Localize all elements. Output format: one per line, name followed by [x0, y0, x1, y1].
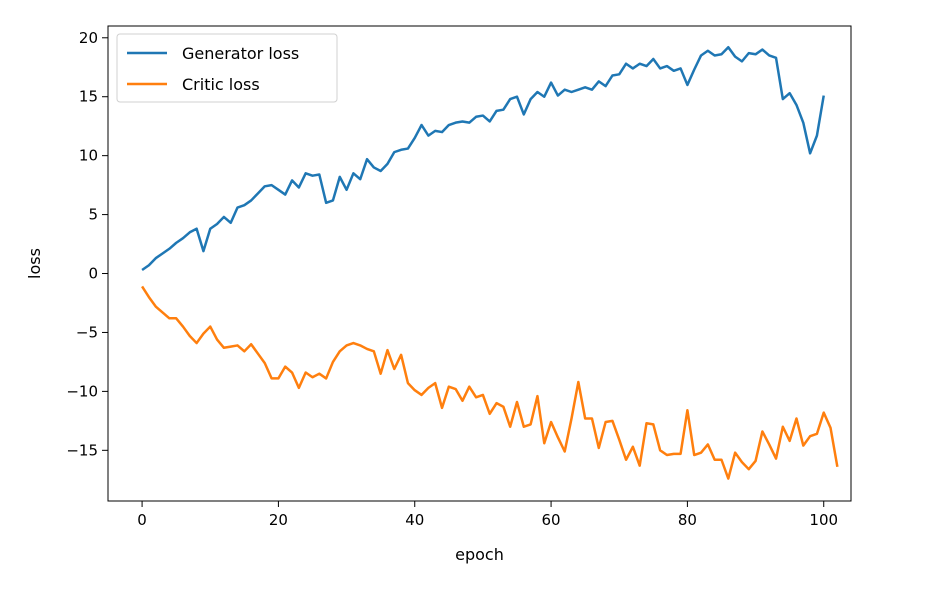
y-tick-label: −15: [66, 441, 98, 459]
y-tick-label: 20: [79, 29, 98, 47]
y-tick-label: 15: [79, 88, 98, 106]
x-tick-label: 60: [542, 511, 561, 529]
x-tick-label: 80: [678, 511, 697, 529]
plot-area-frame: [107, 25, 852, 502]
y-axis-ticks: 20 15 10 5 0 −5 −10 −15: [66, 29, 108, 459]
series-line-critic-loss: [141, 285, 839, 480]
legend-label-critic-loss: Critic loss: [182, 75, 260, 94]
y-tick-label: 0: [88, 265, 98, 283]
x-axis-label: epoch: [455, 545, 504, 564]
x-axis-ticks: 0 20 40 60 80 100: [137, 501, 838, 529]
legend: Generator loss Critic loss: [116, 33, 338, 103]
x-tick-label: 20: [269, 511, 288, 529]
x-tick-label: 100: [809, 511, 838, 529]
y-axis-label: loss: [25, 248, 44, 279]
legend-label-generator-loss: Generator loss: [182, 44, 299, 63]
x-tick-label: 0: [137, 511, 147, 529]
series-layer: [141, 45, 839, 480]
series-line-generator-loss: [141, 45, 825, 272]
y-tick-label: 10: [79, 147, 98, 165]
x-tick-label: 40: [405, 511, 424, 529]
y-tick-label: 5: [88, 206, 98, 224]
legend-box: [116, 33, 338, 103]
y-tick-label: −10: [66, 382, 98, 400]
y-tick-label: −5: [76, 323, 98, 341]
